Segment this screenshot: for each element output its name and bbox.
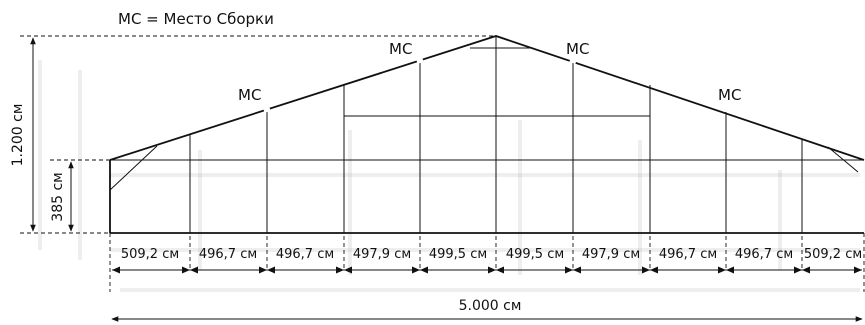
- arrowhead: [802, 266, 810, 274]
- arrowhead: [488, 266, 496, 274]
- extension-lines: [20, 35, 865, 292]
- arrowhead: [420, 266, 428, 274]
- height-dimensions: 1.200 см 385 см: [10, 37, 74, 232]
- arrowhead: [412, 266, 420, 274]
- assembly-label-1: MC: [238, 86, 261, 104]
- arrowhead: [565, 266, 573, 274]
- segment-label-10: 509,2 см: [804, 247, 862, 262]
- assembly-label-3: MC: [566, 40, 589, 58]
- arrowhead: [726, 266, 734, 274]
- segment-label-9: 496,7 см: [735, 247, 793, 262]
- background-ghost: [38, 60, 860, 292]
- arrowhead: [650, 266, 658, 274]
- arrowhead: [344, 266, 352, 274]
- arrowhead: [854, 266, 862, 274]
- segment-label-6: 499,5 см: [506, 247, 564, 262]
- assembly-label-4: MC: [718, 86, 741, 104]
- total-width-dimension: 5.000 см: [111, 298, 863, 322]
- segment-label-2: 496,7 см: [199, 247, 257, 262]
- segment-label-8: 496,7 см: [659, 247, 717, 262]
- arrowhead: [794, 266, 802, 274]
- arrowhead: [573, 266, 581, 274]
- arrowhead: [112, 266, 120, 274]
- arrowhead: [182, 266, 190, 274]
- total-height-label: 1.200 см: [10, 104, 26, 167]
- segment-label-7: 497,9 см: [582, 247, 640, 262]
- segment-label-4: 497,9 см: [353, 247, 411, 262]
- total-width-label: 5.000 см: [459, 298, 522, 314]
- arrowhead: [496, 266, 504, 274]
- arrowhead: [718, 266, 726, 274]
- building-frame: [109, 35, 865, 234]
- arrowhead: [259, 266, 267, 274]
- legend-text: MC = Место Сборки: [118, 10, 274, 28]
- segment-label-5: 499,5 см: [429, 247, 487, 262]
- arrowhead: [190, 266, 198, 274]
- assembly-label-2: MC: [389, 40, 412, 58]
- arrowhead: [267, 266, 275, 274]
- wall-height-label: 385 см: [50, 172, 66, 221]
- segment-label-1: 509,2 см: [121, 247, 179, 262]
- segment-dimensions: 509,2 см 496,7 см 496,7 см 497,9 см 499,…: [112, 247, 862, 274]
- segment-arrowheads: [112, 266, 862, 274]
- assembly-markers: MC MC MC MC: [238, 40, 741, 113]
- arrowhead: [642, 266, 650, 274]
- segment-label-3: 496,7 см: [276, 247, 334, 262]
- arrowhead: [336, 266, 344, 274]
